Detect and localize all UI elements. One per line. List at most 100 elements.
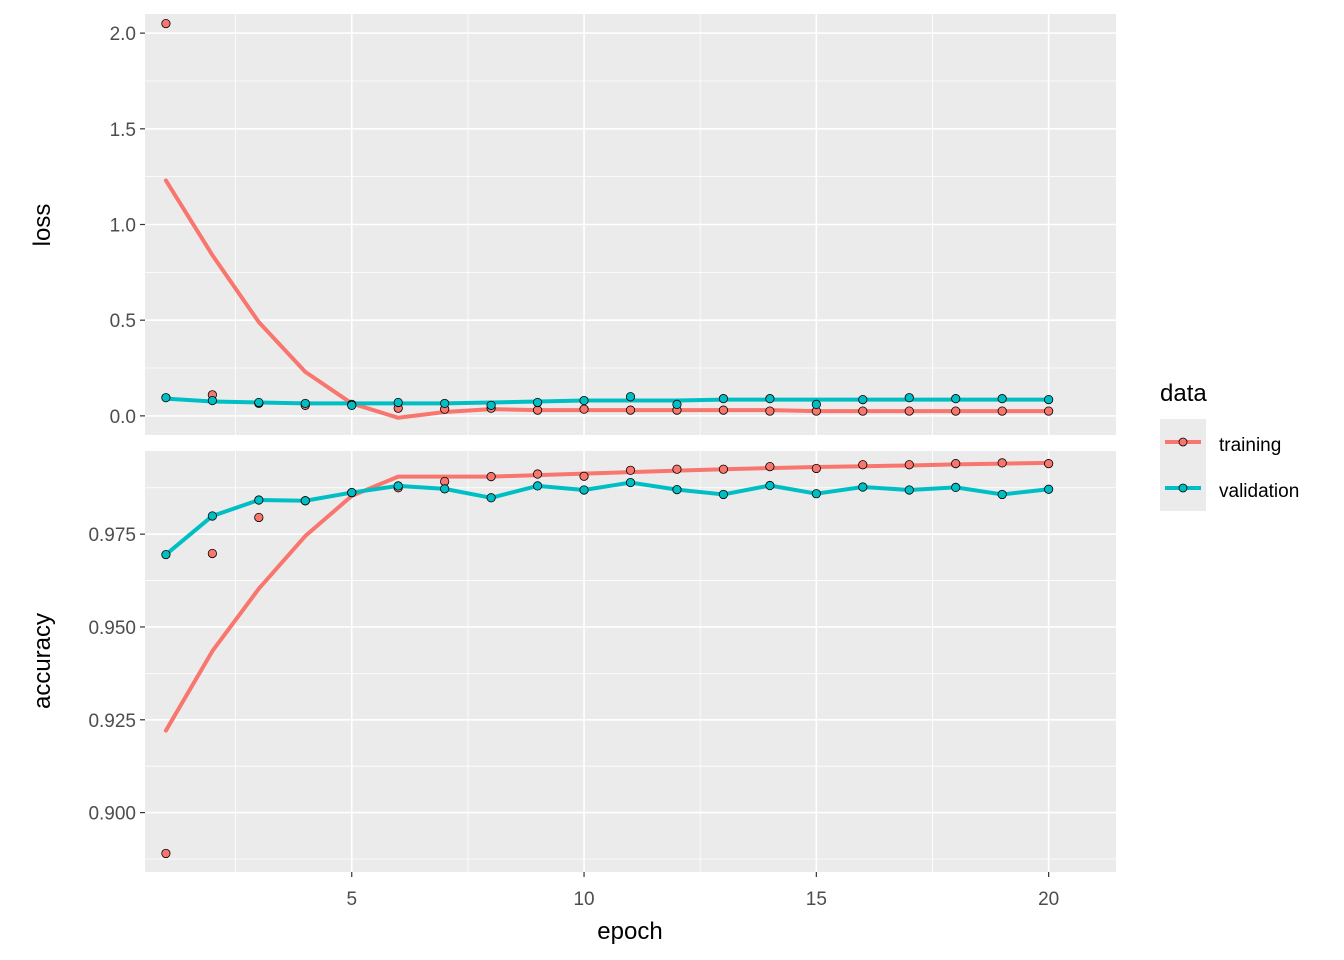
accuracy-point-training <box>161 848 171 859</box>
accuracy-point-validation <box>440 484 450 494</box>
loss-point-validation <box>579 395 589 406</box>
loss-y-tick-label: 2.0 <box>110 24 136 45</box>
loss-point-training <box>718 405 729 415</box>
loss-point-validation <box>811 399 821 409</box>
x-axis: 5 10 15 20 <box>346 872 1059 910</box>
legend: data training validation <box>1160 380 1299 511</box>
accuracy-axis-title: accuracy <box>29 613 56 709</box>
legend-entry-training: training <box>1165 435 1281 456</box>
accuracy-point-training <box>207 548 217 559</box>
accuracy-point-validation <box>1044 484 1054 494</box>
legend-title: data <box>1160 380 1207 407</box>
loss-point-validation <box>393 397 403 408</box>
legend-label-training: training <box>1219 435 1281 456</box>
accuracy-point-validation <box>347 487 357 498</box>
legend-label-validation: validation <box>1219 481 1299 502</box>
accuracy-y-tick-label: 0.900 <box>88 804 136 825</box>
loss-point-validation <box>904 393 914 403</box>
accuracy-point-validation <box>672 485 682 495</box>
accuracy-point-training <box>1044 459 1054 469</box>
loss-point-training <box>161 18 171 29</box>
loss-point-validation <box>161 393 171 403</box>
legend-key-point-validation <box>1178 483 1188 493</box>
loss-y-tick-label: 0.5 <box>110 311 136 332</box>
accuracy-point-validation <box>393 481 403 491</box>
accuracy-point-validation <box>532 481 543 491</box>
accuracy-point-training <box>718 464 729 474</box>
loss-point-training <box>765 406 775 416</box>
x-axis-title: epoch <box>597 918 662 945</box>
accuracy-point-training <box>858 460 868 470</box>
loss-point-validation <box>951 394 961 404</box>
loss-point-training <box>951 406 961 416</box>
accuracy-point-validation <box>161 549 171 560</box>
x-tick-label: 5 <box>346 889 357 910</box>
accuracy-point-validation <box>997 489 1007 500</box>
accuracy-point-training <box>765 461 775 472</box>
loss-axis-title: loss <box>29 204 56 247</box>
accuracy-point-validation <box>765 480 775 491</box>
accuracy-point-validation <box>858 482 868 492</box>
loss-point-validation <box>672 399 682 409</box>
accuracy-point-validation <box>625 477 636 488</box>
loss-y-tick-label: 0.0 <box>110 407 136 428</box>
accuracy-point-training <box>254 512 264 523</box>
loss-point-training <box>858 406 868 416</box>
accuracy-point-validation <box>300 496 310 506</box>
accuracy-point-training <box>951 459 961 469</box>
accuracy-point-training <box>672 464 682 474</box>
accuracy-point-training <box>997 458 1007 468</box>
loss-point-validation <box>347 400 357 410</box>
loss-point-validation <box>625 392 636 402</box>
accuracy-point-validation <box>207 511 217 521</box>
loss-smooth-line-validation <box>163 396 1051 406</box>
legend-background <box>1160 419 1206 511</box>
loss-point-validation <box>207 395 217 406</box>
x-tick-label: 15 <box>806 889 827 910</box>
accuracy-point-validation <box>811 489 821 499</box>
x-tick-label: 20 <box>1038 889 1059 910</box>
accuracy-point-validation <box>579 485 589 495</box>
accuracy-point-training <box>625 465 636 475</box>
accuracy-panel-background <box>145 451 1116 872</box>
accuracy-y-tick-label: 0.950 <box>88 618 136 639</box>
loss-point-training <box>625 405 636 415</box>
legend-key-point-training <box>1178 437 1188 447</box>
loss-y-tick-label: 1.5 <box>110 120 136 141</box>
loss-smooth-line-training <box>163 178 1051 420</box>
loss-point-validation <box>254 397 264 408</box>
accuracy-point-training <box>811 463 821 474</box>
loss-point-training <box>532 405 543 415</box>
loss-point-training <box>997 406 1007 416</box>
accuracy-smooth-line-training <box>163 460 1051 733</box>
loss-point-validation <box>440 398 450 409</box>
accuracy-point-validation <box>486 493 496 503</box>
accuracy-point-validation <box>951 482 961 492</box>
loss-point-training <box>1044 406 1054 416</box>
accuracy-panel: 0.900 0.925 0.950 0.975 <box>88 451 1116 872</box>
accuracy-point-validation <box>904 485 914 495</box>
loss-point-validation <box>1044 394 1054 405</box>
accuracy-point-training <box>532 469 543 479</box>
loss-point-validation <box>718 394 729 404</box>
loss-panel: 0.0 0.5 1.0 1.5 2.0 <box>110 14 1116 435</box>
accuracy-point-training <box>579 471 589 481</box>
accuracy-point-validation <box>254 495 264 505</box>
accuracy-point-validation <box>718 489 729 500</box>
loss-point-validation <box>300 398 310 409</box>
accuracy-y-tick-label: 0.925 <box>88 711 136 732</box>
loss-point-training <box>904 406 914 416</box>
loss-point-validation <box>486 400 496 410</box>
legend-entry-validation: validation <box>1165 481 1299 502</box>
x-tick-label: 10 <box>573 889 594 910</box>
accuracy-y-tick-label: 0.975 <box>88 525 136 546</box>
accuracy-point-training <box>904 460 914 470</box>
loss-point-validation <box>997 394 1007 404</box>
loss-y-tick-label: 1.0 <box>110 216 136 237</box>
loss-point-validation <box>532 397 543 408</box>
accuracy-point-training <box>486 472 496 482</box>
loss-point-training <box>579 404 589 414</box>
loss-point-validation <box>765 394 775 404</box>
accuracy-smooth-line-validation <box>163 480 1051 557</box>
